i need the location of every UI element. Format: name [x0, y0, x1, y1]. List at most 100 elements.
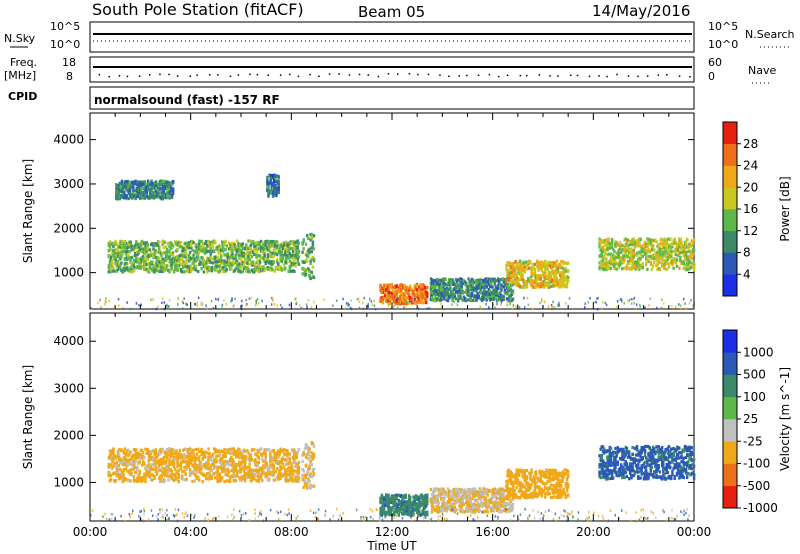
echo-cell [287, 256, 290, 260]
echo-cell [188, 447, 192, 451]
freq-label-line1: Freq. [10, 56, 37, 69]
echo-cell [543, 285, 546, 289]
echo-cell [656, 251, 659, 255]
echo-cell [471, 278, 475, 282]
echo-cell [162, 195, 166, 199]
echo-cell [687, 263, 690, 267]
echo-cell [247, 451, 250, 455]
echo-cell [239, 266, 242, 270]
echo-cell [679, 255, 682, 259]
echo-cell [681, 244, 684, 248]
echo-cell [288, 247, 291, 251]
echo-cell [200, 447, 203, 451]
echo-cell [248, 469, 251, 473]
echo-cell [367, 305, 369, 308]
echo-cell [249, 243, 252, 247]
echo-cell [541, 282, 545, 286]
echo-cell [137, 451, 140, 455]
echo-cell [404, 290, 407, 294]
echo-cell [213, 463, 216, 467]
echo-cell [257, 247, 261, 251]
echo-cell [491, 294, 494, 298]
echo-cell [614, 262, 617, 266]
echo-cell [199, 469, 202, 473]
echo-cell [671, 244, 674, 249]
echo-cell [625, 267, 629, 271]
echo-cell [683, 297, 685, 301]
echo-cell [140, 186, 143, 190]
echo-cell [540, 267, 544, 271]
echo-cell [509, 279, 513, 283]
echo-cell [270, 303, 273, 306]
echo-cell [527, 277, 530, 281]
echo-cell [420, 289, 423, 294]
echo-cell [292, 249, 295, 253]
echo-cell [115, 455, 118, 459]
echo-cell [162, 190, 166, 194]
echo-cell [626, 255, 630, 259]
echo-cell [138, 460, 141, 464]
echo-cell [484, 277, 487, 281]
echo-cell [124, 453, 128, 457]
echo-cell [194, 268, 198, 272]
echo-cell [405, 296, 408, 300]
echo-cell [468, 280, 471, 284]
echo-cell [143, 462, 146, 466]
echo-cell [235, 259, 239, 263]
echo-cell [216, 261, 219, 266]
echo-cell [662, 242, 665, 246]
echo-cell [194, 258, 198, 262]
echo-cell [180, 270, 184, 274]
echo-cell [130, 255, 133, 260]
echo-cell [508, 275, 512, 279]
echo-cell [690, 244, 693, 248]
echo-cell [166, 474, 169, 478]
echo-cell [157, 305, 159, 308]
echo-cell [599, 241, 602, 245]
echo-cell [448, 295, 451, 299]
echo-region [301, 232, 316, 281]
echo-cell [172, 478, 176, 482]
echo-cell [185, 241, 188, 246]
echo-cell [269, 268, 272, 272]
echo-cell [521, 273, 524, 277]
echo-cell [153, 453, 156, 457]
echo-cell [118, 304, 120, 307]
echo-cell [289, 253, 293, 257]
echo-cell [162, 246, 165, 250]
echo-cell [506, 300, 509, 304]
echo-cell [185, 467, 188, 472]
echo-cell [258, 254, 262, 258]
echo-cell [511, 268, 514, 272]
echo-cell [158, 257, 161, 261]
echo-cell [686, 237, 689, 241]
echo-cell [622, 260, 625, 265]
echo-cell [243, 265, 247, 269]
echo-cell [231, 457, 234, 462]
echo-cell [163, 240, 167, 244]
echo-cell [284, 253, 287, 257]
echo-cell [538, 282, 541, 286]
echo-cell [113, 463, 116, 467]
echo-cell [162, 455, 165, 459]
echo-cell [515, 305, 517, 309]
echo-cell [112, 451, 115, 456]
echo-cell [423, 285, 427, 290]
colorbar-segment [723, 122, 737, 145]
echo-cell [185, 460, 188, 464]
echo-cell [190, 269, 193, 273]
echo-cell [120, 471, 123, 475]
echo-cell [609, 266, 613, 271]
echo-cell [259, 245, 263, 249]
echo-cell [231, 245, 234, 249]
echo-cell [200, 301, 203, 305]
echo-cell [482, 281, 485, 285]
echo-cell [161, 470, 164, 474]
echo-cell [177, 473, 180, 477]
echo-cell [512, 265, 515, 269]
echo-cell [200, 303, 202, 307]
echo-cell [257, 302, 260, 305]
echo-cell [632, 253, 635, 257]
echo-cell [273, 302, 276, 306]
echo-cell [209, 256, 212, 260]
